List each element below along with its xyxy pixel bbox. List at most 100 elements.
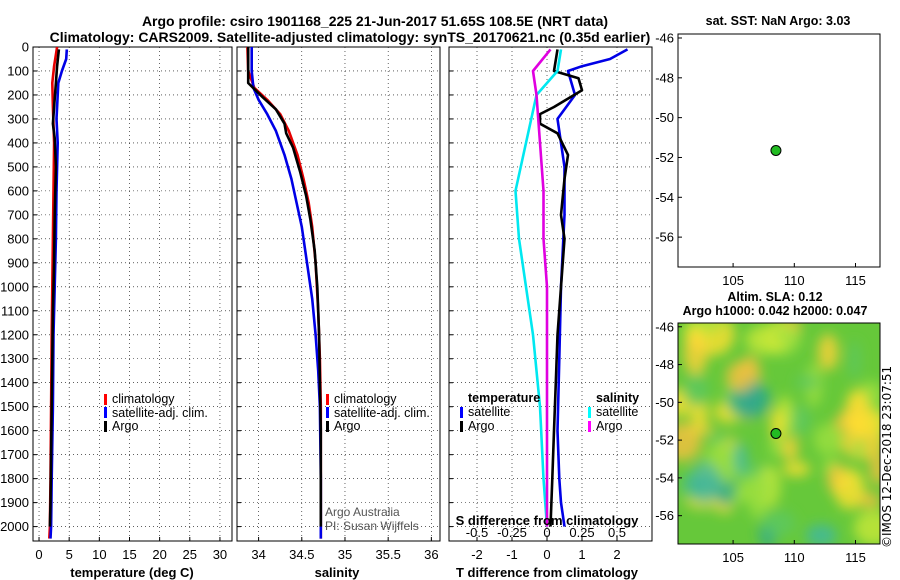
sla-texture	[853, 509, 880, 544]
ytick-label: 1100	[1, 303, 29, 318]
salinity-legend: climatology satellite-adj. clim. Argo	[326, 392, 430, 433]
sla-texture	[726, 361, 755, 392]
sla-texture	[683, 333, 708, 376]
ytick-label: -48	[655, 357, 674, 372]
xtick-label: 0	[35, 547, 42, 562]
sla-axes	[677, 322, 881, 545]
xtick-label: 10	[92, 547, 106, 562]
secondary-xtick-label: -0.25	[497, 525, 527, 540]
difference-panel: -2 -1 0 1 2 T difference from climatology S …	[448, 46, 653, 580]
ytick-label: -50	[655, 110, 674, 125]
sla-texture	[851, 440, 866, 458]
sla-texture	[733, 442, 748, 476]
legend-swatch-temp-satellite	[460, 407, 463, 418]
ytick-label: 1600	[0, 423, 29, 438]
legend-label-sal-argo: Argo	[596, 419, 622, 433]
ytick-label: 400	[7, 135, 29, 150]
ytick-label: 200	[7, 87, 29, 102]
xtick-label: 0	[543, 547, 550, 562]
legend-swatch-sal-argo	[588, 421, 591, 432]
sla-texture	[761, 509, 796, 537]
ytick-label: -54	[655, 190, 674, 205]
xtick-label: 35	[338, 547, 352, 562]
ytick-label: -46	[655, 319, 674, 334]
temperature-axes	[32, 46, 233, 542]
xtick-label: 25	[183, 547, 197, 562]
ytick-label: 1500	[0, 399, 29, 414]
xtick-label: 35.5	[376, 547, 401, 562]
argo-position-marker	[770, 428, 782, 439]
ytick-label: 0	[22, 40, 29, 55]
sla-texture	[695, 323, 728, 331]
legend-title-temperature: temperature	[468, 391, 540, 405]
legend-swatch-climatology	[326, 394, 329, 405]
legend-swatch-sal-satellite	[588, 407, 591, 418]
secondary-xtick-label: 0.25	[569, 525, 594, 540]
sla-texture	[869, 451, 880, 486]
ytick-label: -54	[655, 470, 674, 485]
legend-swatch-climatology	[104, 394, 107, 405]
sla-texture	[689, 461, 721, 505]
secondary-xtick-label: 0.5	[608, 525, 626, 540]
sla-texture	[787, 405, 812, 435]
salinity-axes	[236, 46, 441, 542]
sla-texture	[782, 461, 811, 477]
xtick-label: 115	[845, 550, 866, 565]
xtick-label: 1	[578, 547, 585, 562]
sla-map: Altim. SLA: 0.12 Argo h1000: 0.042 h2000…	[655, 290, 881, 565]
legend-label-satellite: satellite-adj. clim.	[112, 406, 208, 420]
salinity-panel: 34 34.5 35 35.5 36 salinity climatology sate…	[236, 46, 441, 580]
legend-label-climatology: climatology	[334, 392, 397, 406]
legend-swatch-argo	[326, 421, 329, 432]
legend-label-climatology: climatology	[112, 392, 175, 406]
legend-swatch-satellite	[104, 407, 107, 418]
sst-title: sat. SST: NaN Argo: 3.03	[706, 14, 851, 28]
xtick-label: 110	[784, 550, 805, 565]
sla-texture	[834, 468, 865, 510]
annotation-pi: PI: Susan Wijffels	[325, 519, 419, 533]
legend-label-temp-satellite: satellite	[468, 405, 510, 419]
ytick-label: 100	[7, 63, 29, 78]
xtick-label: 105	[722, 550, 744, 565]
sla-texture	[848, 340, 861, 380]
legend-swatch-temp-argo	[460, 421, 463, 432]
sla-texture	[844, 409, 880, 436]
sla-texture	[773, 326, 801, 344]
ytick-label: 1800	[0, 471, 29, 486]
xtick-label: -1	[506, 547, 518, 562]
ytick-label: -56	[655, 230, 674, 245]
series-line-argo	[48, 49, 61, 527]
sla-texture	[738, 474, 776, 503]
imos-credit: ©IMOS 12-Dec-2018 23:07:51	[880, 366, 894, 548]
sla-texture	[687, 422, 713, 435]
legend-title-salinity: salinity	[596, 391, 639, 405]
sla-texture	[817, 333, 839, 371]
series-line-salinity-argo	[531, 48, 552, 527]
sla-texture	[782, 436, 799, 461]
ytick-label: -56	[655, 508, 674, 523]
difference-axes	[448, 46, 653, 542]
ytick-label: -48	[655, 70, 674, 85]
sla-texture	[682, 373, 709, 408]
series-line-argo	[246, 47, 323, 527]
xtick-label: -2	[471, 547, 483, 562]
ytick-label: 300	[7, 111, 29, 126]
argo-position-marker	[770, 145, 782, 156]
ytick-label: 700	[7, 207, 29, 222]
legend-label-argo: Argo	[334, 419, 360, 433]
title-line-2: Climatology: CARS2009. Satellite-adjuste…	[50, 29, 651, 45]
ytick-label: -52	[655, 433, 674, 448]
ytick-label: -50	[655, 395, 674, 410]
sla-texture	[813, 423, 843, 456]
sla-texture	[749, 494, 767, 518]
sla-texture	[805, 524, 837, 544]
legend-swatch-argo	[104, 421, 107, 432]
sla-texture	[847, 389, 868, 410]
ytick-label: 500	[7, 159, 29, 174]
ytick-label: 1400	[0, 375, 29, 390]
xtick-label: 34	[251, 547, 265, 562]
legend-label-argo: Argo	[112, 419, 138, 433]
ytick-label: 1000	[0, 279, 29, 294]
difference-xlabel: T difference from climatology	[456, 565, 639, 580]
